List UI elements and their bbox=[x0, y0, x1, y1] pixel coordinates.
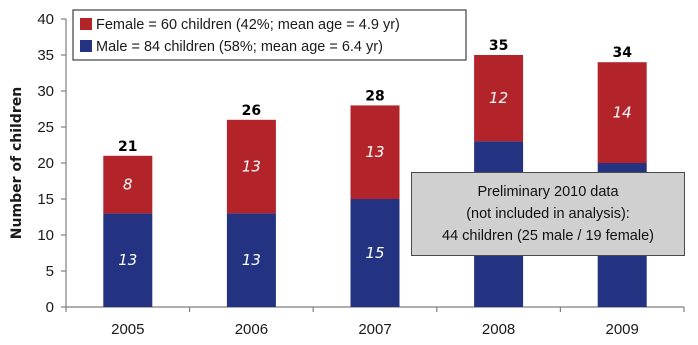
y-tick-label: 40 bbox=[37, 11, 54, 28]
bar-segment-male bbox=[226, 213, 276, 307]
annotation-line-2: (not included in analysis): bbox=[466, 206, 630, 222]
bar-value-label-female: 13 bbox=[242, 158, 261, 176]
bar-total-label: 28 bbox=[365, 88, 384, 104]
x-tick-label: 2005 bbox=[111, 321, 144, 338]
y-tick-label: 25 bbox=[37, 119, 54, 136]
legend-box bbox=[72, 9, 467, 61]
legend-swatch bbox=[80, 40, 92, 52]
bar-value-label-male: 15 bbox=[365, 244, 384, 262]
legend-label: Male = 84 children (58%; mean age = 6.4 … bbox=[96, 39, 383, 55]
bar-value-label-female: 12 bbox=[489, 89, 508, 107]
bar-value-label-female: 13 bbox=[365, 143, 384, 161]
y-tick-label: 30 bbox=[37, 83, 54, 100]
bar-total-label: 34 bbox=[612, 45, 632, 61]
bar-segment-female bbox=[226, 119, 276, 214]
bar-segment-female bbox=[597, 62, 647, 164]
y-tick-label: 35 bbox=[37, 47, 54, 64]
bar-value-label-male: 13 bbox=[118, 251, 137, 269]
preliminary-data-annotation: Preliminary 2010 data (not included in a… bbox=[411, 172, 685, 256]
y-tick-label: 15 bbox=[37, 191, 54, 208]
bar-total-label: 35 bbox=[489, 38, 508, 54]
y-tick-label: 20 bbox=[37, 155, 54, 172]
bar-segment-male bbox=[350, 199, 400, 307]
x-tick-label: 2007 bbox=[358, 321, 391, 338]
y-tick-label: 0 bbox=[46, 299, 54, 316]
y-tick-label: 5 bbox=[46, 263, 54, 280]
axes: 0 5 10 15 20 25 30 35 40 Number of children 2005 20… bbox=[9, 11, 685, 338]
bar-value-label-male: 13 bbox=[242, 251, 261, 269]
bar-value-label-female: 14 bbox=[613, 104, 632, 122]
legend-label: Female = 60 children (42%; mean age = 4.… bbox=[96, 17, 400, 33]
bar-total-label: 21 bbox=[118, 139, 137, 155]
bar-segment-female bbox=[350, 105, 400, 199]
annotation-line-3: 44 children (25 male / 19 female) bbox=[442, 228, 654, 244]
y-tick-label: 10 bbox=[37, 227, 54, 244]
bar-segment-male bbox=[103, 213, 153, 307]
x-tick-label: 2006 bbox=[235, 321, 268, 338]
bar-value-label-female: 8 bbox=[123, 176, 133, 194]
x-tick-label: 2009 bbox=[606, 321, 639, 338]
bar-segment-female bbox=[474, 55, 524, 142]
legend: Female = 60 children (42%; mean age = 4.… bbox=[72, 9, 467, 61]
legend-swatch bbox=[80, 18, 92, 30]
x-tick-label: 2008 bbox=[482, 321, 515, 338]
bar-total-label: 26 bbox=[242, 103, 261, 119]
bar-segment-female bbox=[103, 155, 153, 214]
y-axis-title: Number of children bbox=[9, 87, 25, 239]
annotation-line-1: Preliminary 2010 data bbox=[477, 184, 619, 200]
